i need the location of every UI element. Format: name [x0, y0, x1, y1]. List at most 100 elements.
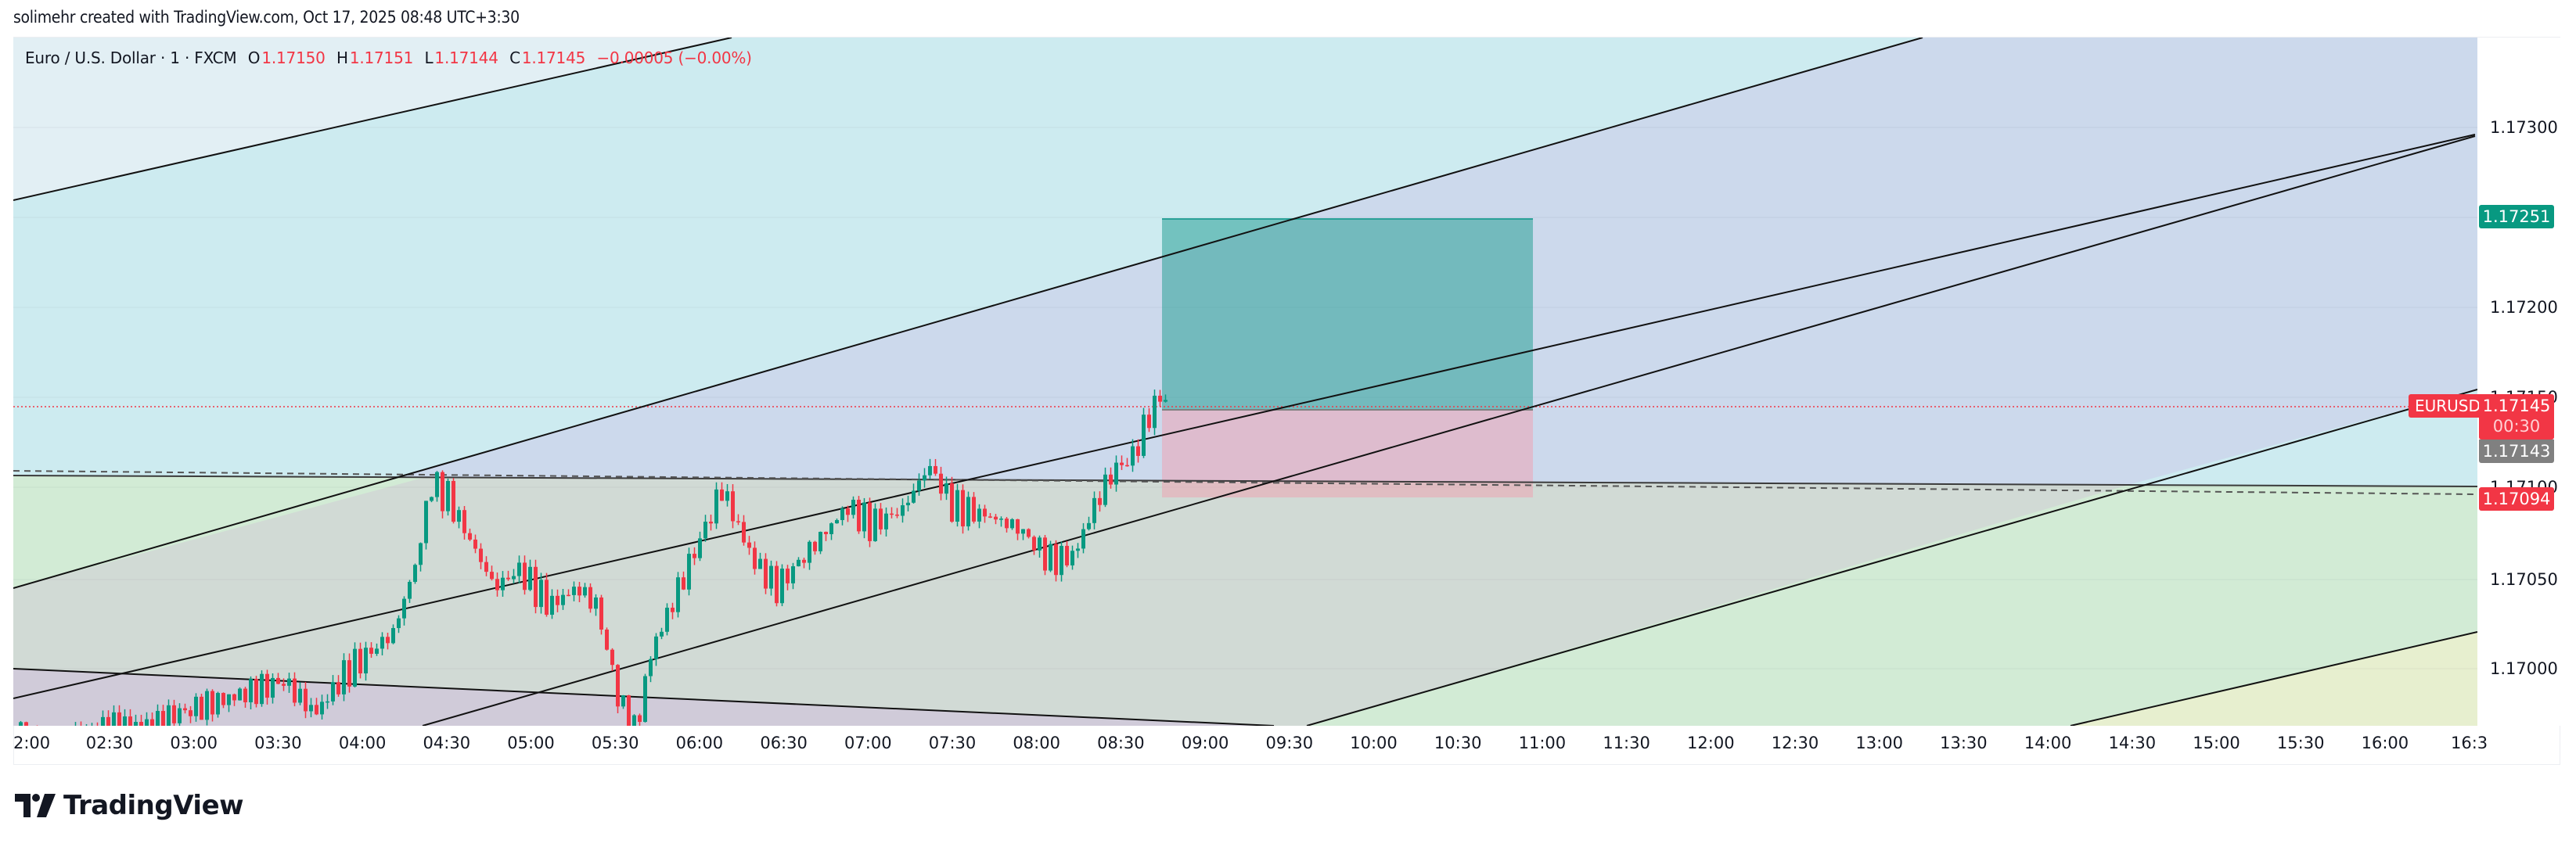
- time-label: 03:00: [170, 734, 218, 752]
- candle: [829, 523, 833, 534]
- candle: [736, 521, 740, 522]
- candle: [797, 559, 801, 567]
- candle: [840, 508, 844, 520]
- candle: [479, 548, 483, 562]
- candle: [632, 715, 636, 726]
- candle: [594, 597, 598, 609]
- candle: [1103, 474, 1107, 505]
- candle: [249, 679, 253, 702]
- candle: [200, 696, 203, 720]
- candle: [1060, 545, 1063, 576]
- candle: [1087, 522, 1091, 529]
- zone-cyan-right: [2128, 389, 2477, 486]
- time-label: 15:30: [2276, 734, 2325, 752]
- price-label: 1.17300: [2490, 118, 2558, 137]
- candle: [501, 577, 505, 590]
- candle: [977, 508, 981, 522]
- candle: [254, 679, 258, 705]
- candle: [139, 722, 143, 726]
- candle: [528, 566, 532, 590]
- candle: [424, 501, 428, 544]
- last-price-tag: 1.17145 00:30: [2479, 394, 2554, 440]
- legend-high: 1.17151: [349, 48, 414, 67]
- candle: [364, 648, 368, 674]
- candle: [605, 629, 609, 650]
- candle: [134, 722, 138, 726]
- candle: [621, 695, 625, 707]
- candle: [1142, 415, 1146, 456]
- candle: [156, 711, 160, 726]
- time-label: 14:00: [2024, 734, 2072, 752]
- candle: [435, 472, 439, 497]
- candle: [671, 608, 675, 612]
- candle: [895, 514, 899, 516]
- candle: [468, 533, 472, 540]
- candle: [775, 565, 779, 604]
- legend-open-label: O: [247, 48, 261, 67]
- candle: [1153, 395, 1157, 429]
- candle: [983, 508, 987, 517]
- candle: [764, 558, 768, 589]
- candle: [1054, 544, 1058, 576]
- candle: [660, 631, 664, 637]
- candle: [452, 480, 455, 522]
- candle: [484, 562, 488, 572]
- time-label: 15:00: [2193, 734, 2240, 752]
- candle: [813, 541, 817, 551]
- time-label: 02:30: [85, 734, 134, 752]
- candle: [326, 701, 329, 703]
- candle: [1070, 551, 1074, 565]
- price-axis[interactable]: [2477, 38, 2560, 726]
- candle: [457, 510, 461, 522]
- candle: [884, 513, 888, 529]
- candle: [276, 677, 280, 684]
- candle: [890, 513, 894, 515]
- candle: [556, 595, 559, 605]
- candle: [150, 719, 154, 726]
- time-label: 12:30: [1771, 734, 1819, 752]
- time-label: 06:30: [760, 734, 808, 752]
- candle: [1147, 415, 1151, 429]
- candle: [703, 522, 707, 539]
- time-label: 07:00: [844, 734, 892, 752]
- candle: [331, 682, 335, 702]
- candle: [682, 577, 685, 590]
- candle: [906, 502, 910, 506]
- candle: [1092, 497, 1096, 523]
- candle: [117, 712, 121, 726]
- candle: [857, 499, 861, 532]
- candle: [545, 580, 549, 616]
- candle: [1043, 537, 1047, 571]
- candle: [145, 719, 149, 726]
- candle: [912, 490, 916, 503]
- time-label: 14:30: [2108, 734, 2157, 752]
- candle: [577, 587, 581, 596]
- candle: [758, 558, 762, 569]
- tradingview-logo[interactable]: TradingView: [15, 790, 244, 821]
- candle: [994, 516, 998, 520]
- time-label: 16:3: [2451, 734, 2488, 752]
- candle: [402, 598, 406, 619]
- candle: [928, 465, 932, 476]
- candle: [835, 519, 839, 524]
- candle: [901, 505, 905, 516]
- candle: [999, 519, 1003, 520]
- candle: [446, 480, 450, 511]
- candle: [413, 565, 417, 583]
- candle: [753, 547, 757, 569]
- candle: [1131, 446, 1135, 466]
- candle: [879, 508, 883, 529]
- candle: [232, 694, 236, 701]
- candle: [1032, 537, 1036, 551]
- candle: [665, 608, 669, 632]
- candle: [391, 628, 395, 644]
- legend-open: 1.17150: [261, 48, 326, 67]
- candle: [567, 594, 570, 597]
- time-label: 11:00: [1518, 734, 1567, 752]
- candle: [676, 577, 680, 612]
- candle: [342, 660, 346, 694]
- candle: [550, 595, 554, 616]
- time-label: 05:00: [507, 734, 555, 752]
- candle: [358, 648, 362, 674]
